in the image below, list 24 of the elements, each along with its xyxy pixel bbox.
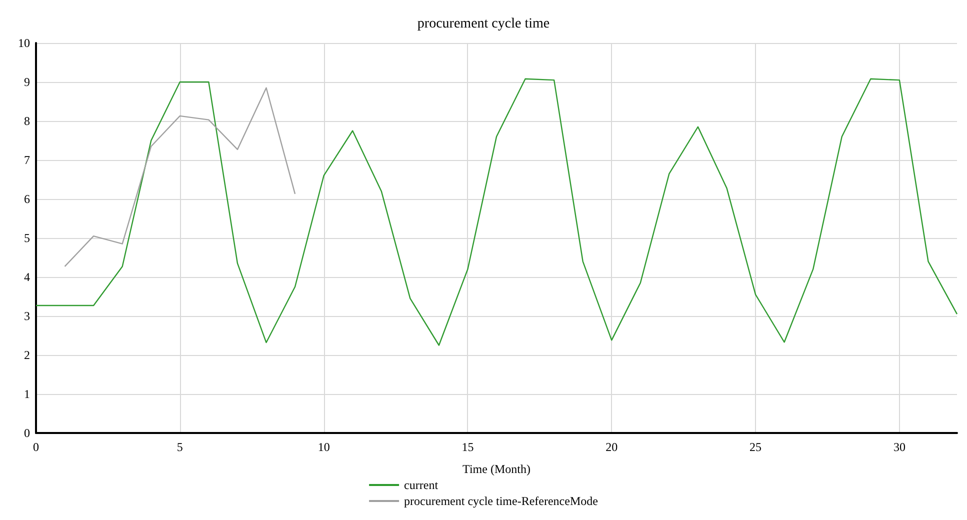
x-tick-label: 30 (893, 440, 906, 454)
y-tick-label: 5 (24, 231, 30, 245)
y-tick-label: 1 (24, 387, 30, 401)
y-tick-label: 0 (24, 426, 30, 440)
y-tick-label: 3 (24, 309, 30, 323)
y-tick-label: 4 (24, 270, 30, 284)
line-series (64, 87, 296, 268)
y-tick-label: 2 (24, 348, 30, 362)
y-tick-label: 10 (18, 36, 30, 50)
x-tick-label: 0 (33, 440, 39, 454)
line-series (35, 78, 958, 346)
chart-title: procurement cycle time (417, 16, 550, 32)
x-tick-label: 10 (318, 440, 330, 454)
x-tick-label: 20 (606, 440, 618, 454)
legend-label: current (404, 478, 439, 492)
x-axis-title: Time (Month) (462, 462, 530, 476)
y-tick-label: 8 (24, 114, 30, 128)
legend-label: procurement cycle time-ReferenceMode (404, 494, 598, 508)
y-tick-label: 9 (24, 75, 30, 89)
x-tick-label: 25 (750, 440, 762, 454)
y-tick-label: 7 (24, 153, 30, 167)
x-tick-label: 15 (462, 440, 474, 454)
x-tick-label: 5 (176, 440, 183, 454)
y-tick-label: 6 (24, 192, 30, 206)
